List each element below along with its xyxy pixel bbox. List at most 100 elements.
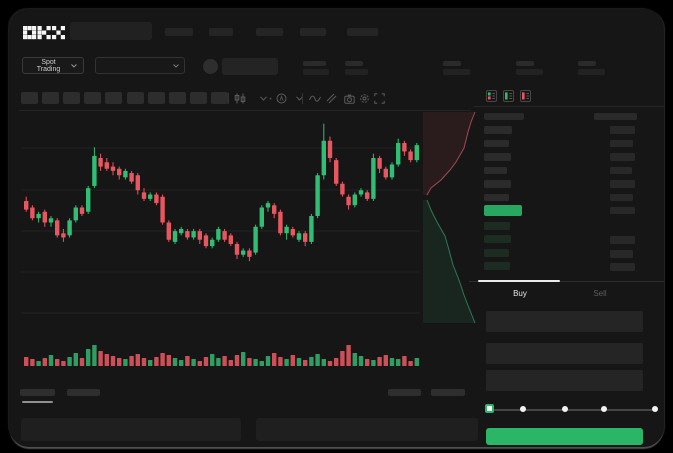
timeframe-button-placeholder[interactable] (210, 92, 228, 104)
tab-sell[interactable]: Sell (562, 285, 638, 301)
depth-chart (423, 110, 478, 325)
orders-tab-placeholder[interactable] (20, 389, 55, 396)
ask-row-placeholder[interactable] (484, 180, 511, 188)
bid-row-placeholder[interactable] (484, 222, 510, 230)
amount-cell-placeholder[interactable] (610, 236, 635, 244)
stat-label-placeholder (345, 61, 363, 66)
chart-canvas (21, 123, 420, 366)
slider-stop-dot[interactable] (520, 406, 526, 412)
pair-dropdown[interactable] (95, 57, 185, 74)
amount-slider-handle[interactable] (485, 404, 494, 413)
camera-icon[interactable] (343, 93, 356, 104)
line-chart-icon[interactable] (308, 93, 321, 104)
ask-row-placeholder[interactable] (484, 166, 507, 174)
nav-item-placeholder[interactable] (347, 28, 378, 36)
order-input-field[interactable] (486, 311, 643, 332)
orderbook-column-header-placeholder (484, 113, 524, 120)
bid-row-placeholder[interactable] (484, 235, 511, 243)
orders-panel-placeholder (256, 418, 478, 441)
amount-cell-placeholder[interactable] (610, 153, 635, 161)
settings-gear-icon[interactable] (358, 93, 371, 104)
chevron-down-icon (71, 63, 77, 68)
bid-row-placeholder[interactable] (484, 262, 510, 270)
okx-logo-glyph (23, 26, 65, 40)
amount-cell-placeholder[interactable] (610, 139, 633, 147)
amount-cell-placeholder[interactable] (610, 193, 633, 201)
toolbar-dot (268, 93, 272, 104)
timeframe-button-placeholder[interactable] (126, 92, 144, 104)
nav-item-placeholder[interactable] (300, 28, 326, 36)
timeframe-button-placeholder[interactable] (105, 92, 123, 104)
stat-value-placeholder (303, 69, 329, 75)
orders-action-placeholder[interactable] (388, 389, 421, 396)
stat-value-placeholder (578, 69, 605, 75)
coin-avatar (203, 59, 218, 74)
active-tab-indicator (478, 280, 560, 282)
book-view-bids-icon[interactable] (503, 89, 514, 102)
nav-item-placeholder[interactable] (165, 28, 193, 36)
orders-tab-placeholder[interactable] (67, 389, 100, 396)
chevron-down-icon (173, 64, 179, 68)
slider-stop-dot[interactable] (652, 406, 658, 412)
book-view-combined-icon[interactable] (486, 89, 497, 102)
nav-item-placeholder[interactable] (209, 28, 233, 36)
toolbar-bottom-border (19, 110, 471, 111)
amount-slider-track[interactable] (490, 409, 658, 411)
timeframe-button-placeholder[interactable] (42, 92, 60, 104)
orderbook-top-border (474, 106, 664, 107)
stat-label-placeholder (578, 61, 596, 66)
stat-label-placeholder (516, 61, 534, 66)
orderbook-column-header-placeholder (594, 113, 637, 120)
amount-cell-placeholder[interactable] (610, 180, 635, 188)
order-input-field[interactable] (486, 370, 643, 391)
buy-submit-button[interactable] (486, 428, 643, 445)
amount-cell-placeholder[interactable] (610, 126, 635, 134)
candlestick-chart[interactable] (21, 111, 420, 372)
ask-row-placeholder[interactable] (484, 139, 509, 147)
toolbar-divider (228, 93, 229, 104)
market-type-label: Spot Trading (36, 58, 61, 73)
stat-label-placeholder (443, 61, 461, 66)
ask-row-placeholder[interactable] (484, 193, 509, 201)
timeframe-button-placeholder[interactable] (168, 92, 186, 104)
stat-label-placeholder (303, 61, 326, 66)
chevron-down-icon[interactable] (293, 93, 306, 104)
timeframe-button-placeholder[interactable] (147, 92, 165, 104)
tab-buy-label: Buy (513, 288, 527, 298)
timeframe-button-placeholder[interactable] (189, 92, 207, 104)
amount-cell-placeholder[interactable] (610, 263, 635, 271)
ask-row-placeholder[interactable] (484, 153, 511, 161)
stat-value-placeholder (345, 69, 368, 75)
market-type-selector[interactable]: Spot Trading (22, 57, 84, 74)
nav-item-placeholder[interactable] (256, 28, 283, 36)
stat-value-placeholder (443, 69, 470, 75)
okx-logo[interactable] (23, 26, 65, 45)
timeframe-button-placeholder[interactable] (21, 92, 38, 104)
app-window: Spot Trading (9, 9, 664, 447)
fullscreen-icon[interactable] (373, 93, 386, 104)
drawing-tools-icon[interactable] (325, 93, 338, 104)
slider-stop-dot[interactable] (562, 406, 568, 412)
last-price-placeholder (222, 58, 278, 75)
chevron-down-icon[interactable] (257, 93, 270, 104)
order-input-field[interactable] (486, 343, 643, 364)
orders-panel-placeholder (21, 418, 241, 441)
ticker-search-placeholder[interactable] (70, 22, 152, 40)
candle-type-icon[interactable] (233, 93, 246, 104)
tab-buy[interactable]: Buy (478, 285, 562, 301)
tabs-divider (469, 281, 664, 282)
bid-row-placeholder[interactable] (484, 248, 509, 257)
book-view-asks-icon[interactable] (520, 89, 531, 102)
slider-stop-dot[interactable] (601, 406, 607, 412)
tab-sell-label: Sell (593, 288, 607, 298)
amount-cell-placeholder[interactable] (610, 166, 632, 174)
timeframe-button-placeholder[interactable] (63, 92, 81, 104)
last-price-row[interactable] (484, 205, 522, 216)
orders-action-placeholder[interactable] (431, 389, 465, 396)
amount-cell-placeholder[interactable] (610, 206, 635, 214)
indicators-icon[interactable] (275, 93, 288, 104)
ask-row-placeholder[interactable] (484, 126, 512, 134)
amount-cell-placeholder[interactable] (610, 250, 633, 258)
toolbar-divider (302, 93, 303, 104)
timeframe-button-placeholder[interactable] (84, 92, 102, 104)
